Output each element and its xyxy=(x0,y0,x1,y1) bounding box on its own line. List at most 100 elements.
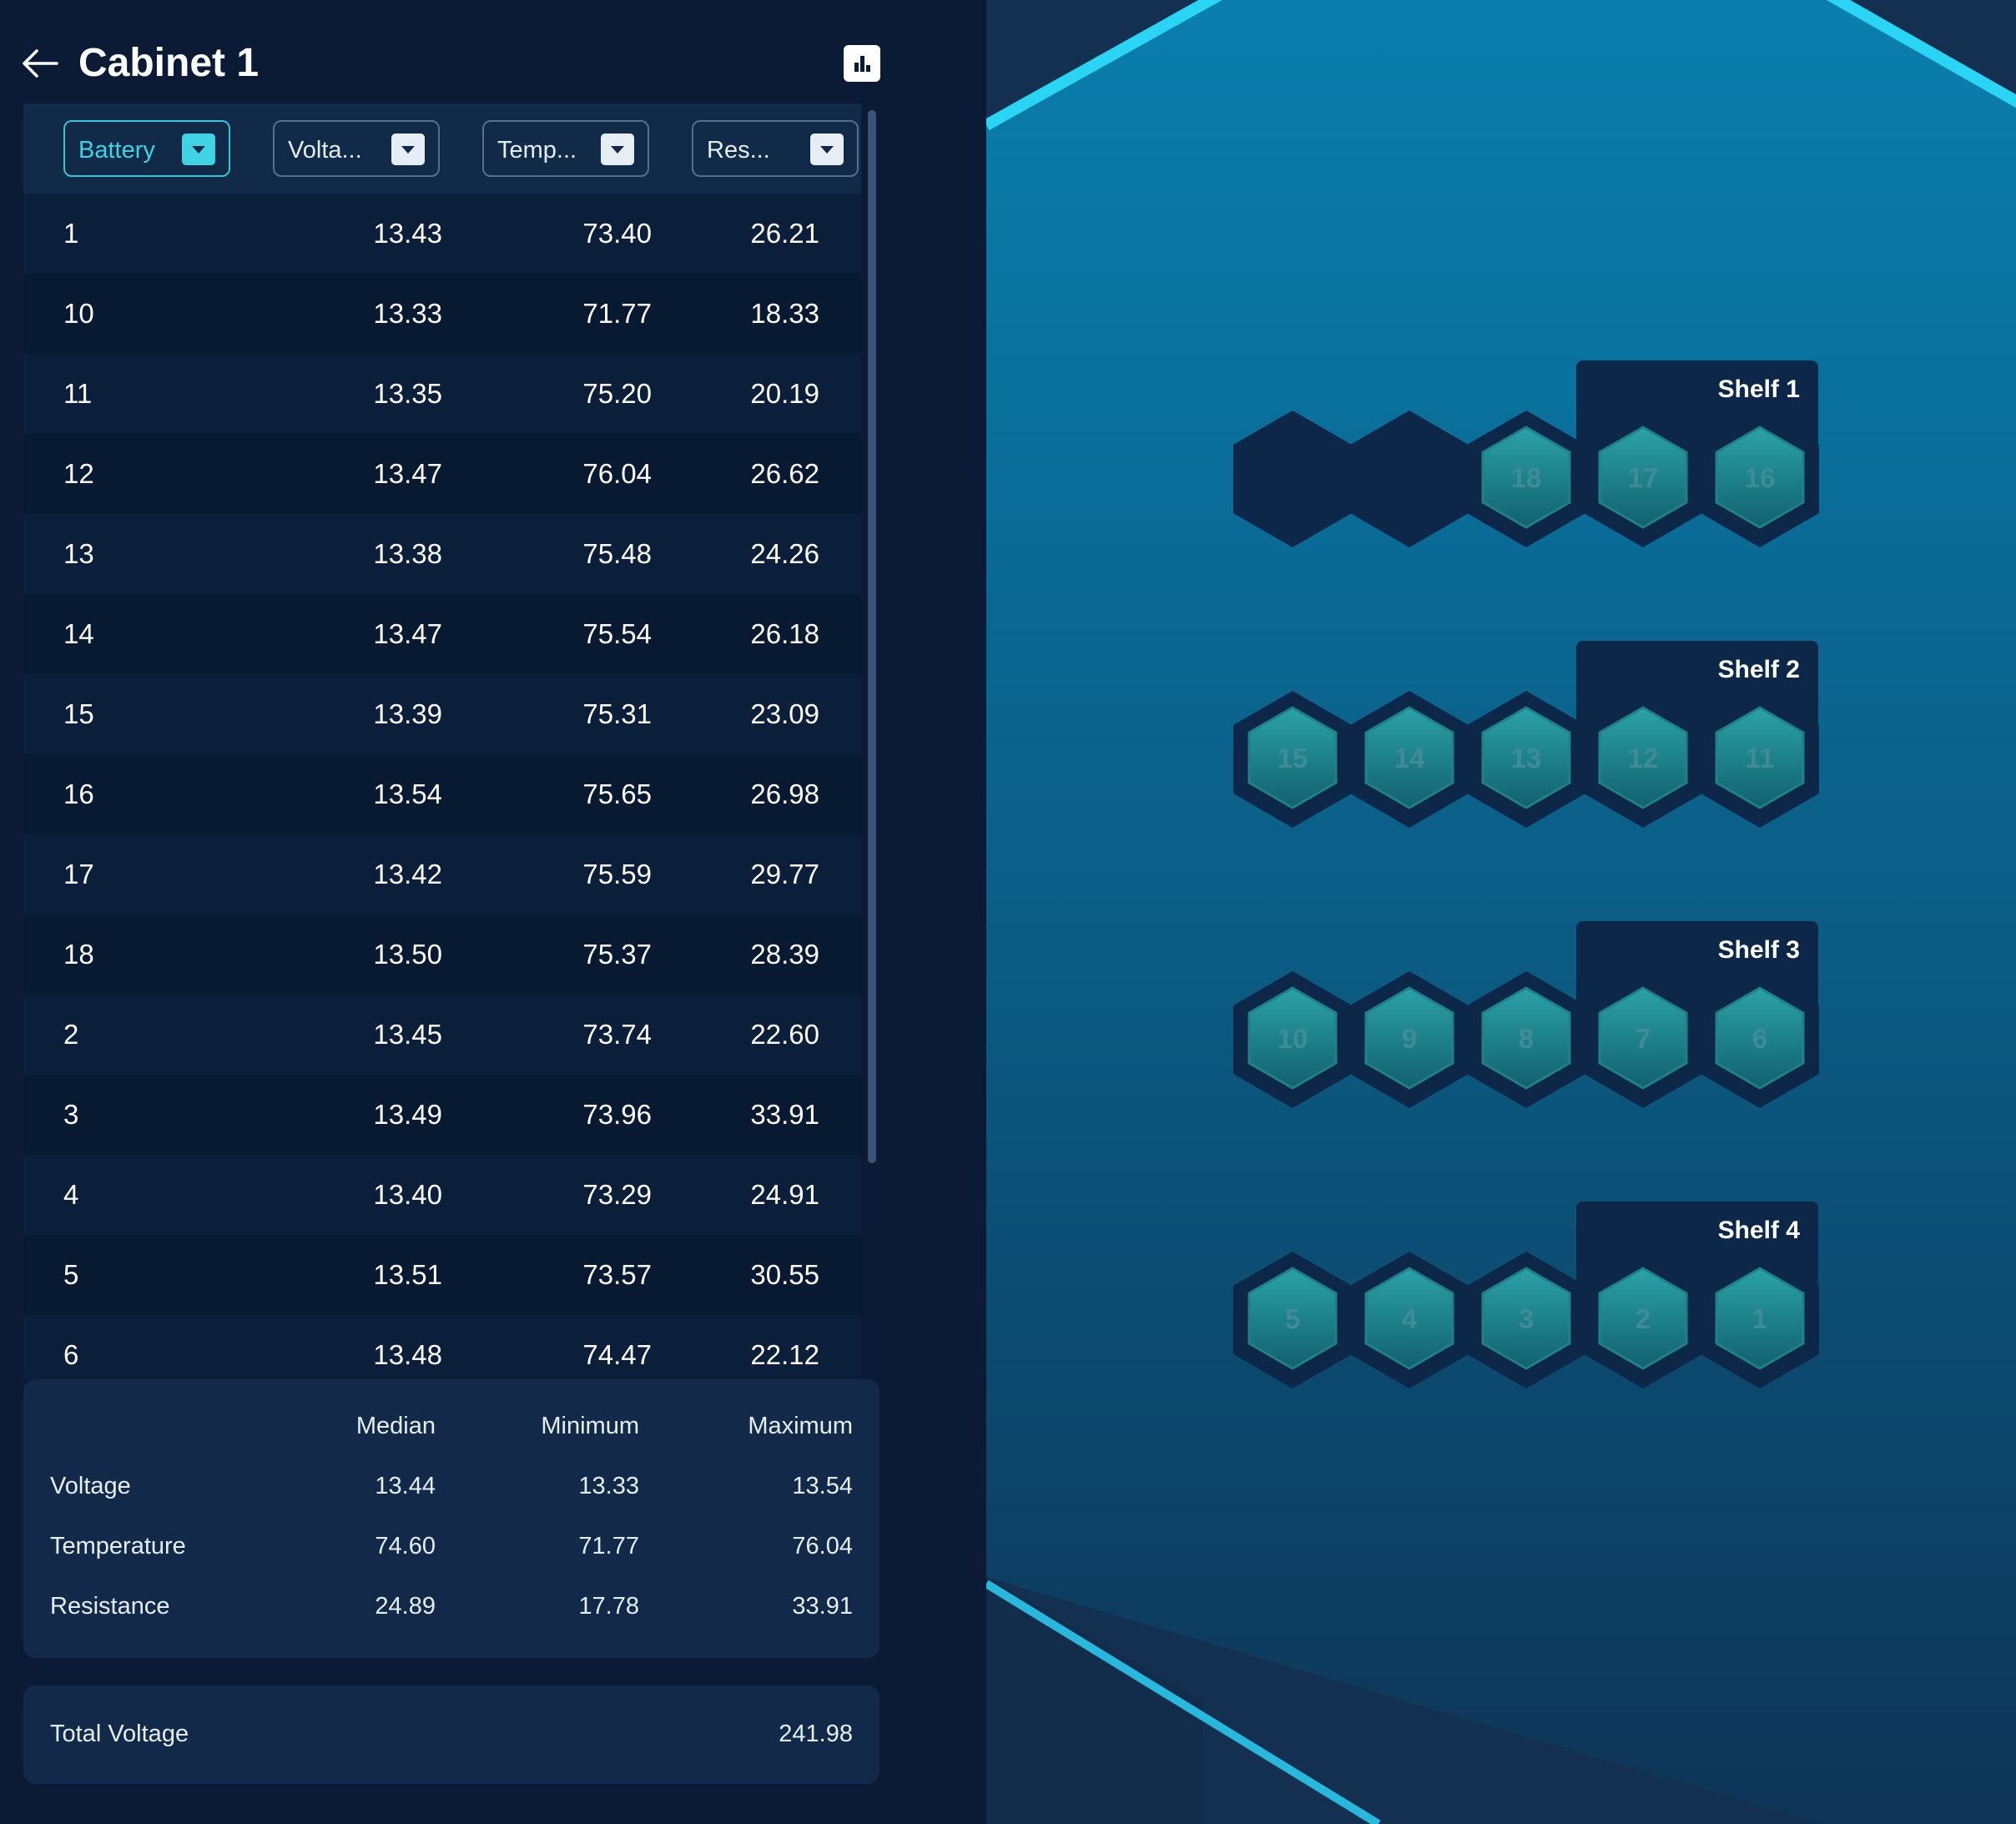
battery-cell-hex[interactable]: 7 xyxy=(1584,971,1702,1108)
resistance-cell: 22.60 xyxy=(750,1019,819,1050)
empty-slot-hex xyxy=(1350,411,1469,547)
battery-cell: 6 xyxy=(63,1339,79,1370)
stats-value: 13.44 xyxy=(375,1473,436,1499)
table-row[interactable]: 13 13.38 75.48 24.26 xyxy=(23,514,861,594)
battery-cell-label: 14 xyxy=(1394,743,1425,773)
table-row[interactable]: 4 13.40 73.29 24.91 xyxy=(23,1155,861,1235)
temperature-cell: 75.31 xyxy=(582,698,652,729)
resistance-cell: 23.09 xyxy=(750,698,819,729)
battery-cell-hex[interactable]: 10 xyxy=(1233,971,1352,1108)
voltage-cell: 13.50 xyxy=(373,939,442,970)
battery-cell-hex[interactable]: 15 xyxy=(1233,691,1352,828)
battery-cell: 10 xyxy=(63,298,94,329)
battery-cell: 14 xyxy=(63,618,94,649)
shelf-label: Shelf 4 xyxy=(1717,1217,1800,1244)
battery-cell-label: 17 xyxy=(1628,462,1659,493)
battery-cell-hex[interactable]: 1 xyxy=(1701,1252,1819,1388)
voltage-cell: 13.38 xyxy=(373,538,442,569)
battery-cell-hex[interactable]: 8 xyxy=(1467,971,1585,1108)
voltage-column-filter[interactable]: Volta... xyxy=(273,120,440,177)
caret-down-icon xyxy=(182,134,215,165)
filter-label: Volta... xyxy=(288,137,362,164)
table-row[interactable]: 1 13.43 73.40 26.21 xyxy=(23,194,861,274)
battery-cell: 4 xyxy=(63,1179,79,1210)
battery-cell: 3 xyxy=(63,1099,79,1130)
page-title: Cabinet 1 xyxy=(78,41,260,85)
battery-cell-hex[interactable]: 9 xyxy=(1350,971,1469,1108)
resistance-column-filter[interactable]: Res... xyxy=(692,120,859,177)
battery-cell: 11 xyxy=(63,378,93,409)
table-row[interactable]: 17 13.42 75.59 29.77 xyxy=(23,834,861,915)
battery-cell-hex[interactable]: 12 xyxy=(1584,691,1702,828)
table-header: Battery Volta... Temp... Res... xyxy=(23,103,861,194)
table-row[interactable]: 10 13.33 71.77 18.33 xyxy=(23,274,861,354)
table-row[interactable]: 5 13.51 73.57 30.55 xyxy=(23,1235,861,1315)
battery-cell: 16 xyxy=(63,778,94,809)
temperature-cell: 73.57 xyxy=(582,1259,652,1290)
battery-cell-label: 10 xyxy=(1278,1023,1308,1054)
battery-cell-hex[interactable]: 2 xyxy=(1584,1252,1702,1388)
battery-cell-hex[interactable]: 13 xyxy=(1467,691,1585,828)
temperature-cell: 75.48 xyxy=(582,538,652,569)
table-row[interactable]: 6 13.48 74.47 22.12 xyxy=(23,1315,861,1378)
back-button[interactable] xyxy=(20,45,60,82)
battery-cell-hex[interactable]: 5 xyxy=(1233,1252,1352,1388)
total-voltage-value: 241.98 xyxy=(779,1721,853,1747)
temperature-cell: 75.20 xyxy=(582,378,652,409)
battery-cell-hex[interactable]: 4 xyxy=(1350,1252,1469,1388)
temperature-cell: 75.65 xyxy=(582,778,652,809)
table-row[interactable]: 12 13.47 76.04 26.62 xyxy=(23,434,861,514)
table-row[interactable]: 18 13.50 75.37 28.39 xyxy=(23,915,861,995)
table-row[interactable]: 16 13.54 75.65 26.98 xyxy=(23,754,861,834)
table-row[interactable]: 15 13.39 75.31 23.09 xyxy=(23,674,861,754)
battery-cell-face xyxy=(1598,986,1688,1090)
battery-cell-face xyxy=(1481,1267,1571,1370)
battery-cell-label: 16 xyxy=(1745,462,1776,493)
table-row[interactable]: 2 13.45 73.74 22.60 xyxy=(23,995,861,1075)
stats-value: 13.33 xyxy=(578,1473,639,1499)
battery-cell-hex[interactable]: 18 xyxy=(1467,411,1585,547)
temperature-cell: 75.54 xyxy=(582,618,652,649)
temperature-cell: 76.04 xyxy=(582,458,652,489)
caret-down-icon xyxy=(601,134,634,165)
resistance-cell: 26.18 xyxy=(750,618,819,649)
resistance-cell: 33.91 xyxy=(750,1099,819,1130)
battery-cell-hex[interactable]: 14 xyxy=(1350,691,1469,828)
resistance-cell: 20.19 xyxy=(750,378,819,409)
voltage-cell: 13.49 xyxy=(373,1099,442,1130)
stats-value: 24.89 xyxy=(375,1593,436,1620)
battery-cell-hex[interactable]: 17 xyxy=(1584,411,1702,547)
battery-cell-face xyxy=(1598,426,1688,529)
temperature-column-filter[interactable]: Temp... xyxy=(482,120,649,177)
battery-cell-label: 11 xyxy=(1746,743,1775,773)
caret-down-icon xyxy=(391,134,425,165)
shelf-label: Shelf 2 xyxy=(1717,656,1800,683)
voltage-cell: 13.45 xyxy=(373,1019,442,1050)
battery-cell-label: 9 xyxy=(1402,1023,1417,1054)
table-row[interactable]: 14 13.47 75.54 26.18 xyxy=(23,594,861,674)
voltage-cell: 13.54 xyxy=(373,778,442,809)
resistance-cell: 30.55 xyxy=(750,1259,819,1290)
table-scrollbar-thumb[interactable] xyxy=(868,110,876,1163)
chart-view-button[interactable] xyxy=(844,45,880,82)
table-body: 1 13.43 73.40 26.21 10 13.33 71.77 18.33 11 13.35… xyxy=(23,194,861,1378)
temperature-cell: 75.37 xyxy=(582,939,652,970)
statistics-card: Median Minimum Maximum Voltage 13.44 13.… xyxy=(23,1379,879,1658)
battery-column-filter[interactable]: Battery xyxy=(63,120,230,177)
filter-label: Res... xyxy=(707,137,770,164)
table-row[interactable]: 11 13.35 75.20 20.19 xyxy=(23,354,861,434)
resistance-cell: 24.91 xyxy=(750,1179,819,1210)
battery-cell-face xyxy=(1364,706,1454,809)
battery-cell-face xyxy=(1715,706,1805,809)
stats-value: 13.54 xyxy=(792,1473,853,1499)
stats-row-label: Voltage xyxy=(50,1473,131,1499)
temperature-cell: 73.96 xyxy=(582,1099,652,1130)
battery-cell-face xyxy=(1481,986,1571,1090)
battery-cell-hex[interactable]: 16 xyxy=(1701,411,1819,547)
battery-cell-hex[interactable]: 11 xyxy=(1701,691,1819,828)
battery-cell-hex[interactable]: 6 xyxy=(1701,971,1819,1108)
table-row[interactable]: 3 13.49 73.96 33.91 xyxy=(23,1075,861,1155)
battery-panel: Cabinet 1 Battery Volta... Temp... xyxy=(0,0,986,1824)
filter-label: Battery xyxy=(78,137,155,164)
battery-cell-hex[interactable]: 3 xyxy=(1467,1252,1585,1388)
